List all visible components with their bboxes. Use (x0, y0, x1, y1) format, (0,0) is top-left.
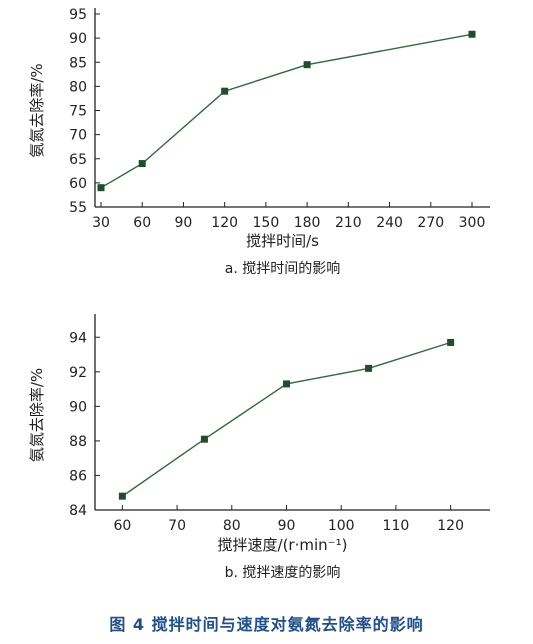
c1-x-tick-label: 30 (92, 215, 110, 231)
c1-x-tick-label: 210 (335, 215, 362, 231)
c1-x-axis-title: 搅拌时间/s (246, 232, 319, 250)
c1-x-tick-label: 120 (211, 215, 238, 231)
c1-y-tick-label: 85 (69, 55, 87, 71)
c1-x-tick-label: 150 (253, 215, 280, 231)
c1-series-line (100, 33, 473, 189)
c1-y-tick-label: 60 (69, 176, 87, 192)
c2-x-tick-label: 100 (328, 518, 355, 534)
c2-y-tick-label: 90 (69, 399, 87, 415)
c2-y-tick-label: 86 (69, 468, 87, 484)
c1-x-tick-label: 60 (133, 215, 151, 231)
c1-y-tick-label: 95 (69, 7, 87, 23)
c2-y-tick-label: 88 (69, 434, 87, 450)
c2-x-tick-label: 80 (223, 518, 241, 534)
c1-data-point (303, 61, 311, 69)
c1-x-tick-label: 240 (376, 215, 403, 231)
c1-x-tick-label: 90 (175, 215, 193, 231)
c2-data-point (365, 364, 373, 372)
c1-data-point (97, 184, 105, 192)
c1-sub-caption: a. 搅拌时间的影响 (225, 261, 340, 277)
c2-data-point (200, 435, 208, 443)
c1-x-tick-label: 300 (459, 215, 486, 231)
c1-x-tick-label: 270 (417, 215, 444, 231)
c2-x-tick-label: 90 (278, 518, 296, 534)
c2-data-point (118, 492, 126, 500)
chart-stirring-speed: 84 86 88 90 92 94 60 70 80 90 100 110 120 搅拌速度/(r·min… (28, 314, 490, 581)
c2-y-axis-title: 氨氮去除率/% (28, 368, 46, 462)
c1-y-tick-label: 80 (69, 79, 87, 95)
c2-data-point (283, 380, 290, 388)
c1-x-tick-label: 180 (294, 215, 321, 231)
c1-y-tick-label: 75 (69, 104, 87, 120)
c1-y-tick-label: 55 (69, 200, 87, 216)
c2-y-tick-label: 92 (69, 365, 87, 381)
c1-y-tick-label: 65 (69, 152, 87, 168)
c2-x-axis-title: 搅拌速度/(r·min⁻¹) (218, 536, 348, 554)
figure-caption: 图 4 搅拌时间与速度对氨氮去除率的影响 (109, 615, 424, 634)
c2-data-point (447, 338, 455, 346)
c1-y-tick-label: 70 (69, 128, 87, 144)
c2-y-tick-label: 94 (69, 330, 87, 346)
c1-y-tick-label: 90 (69, 31, 87, 47)
c1-data-point (221, 87, 229, 95)
c2-x-tick-label: 70 (168, 518, 186, 534)
c1-data-point (468, 30, 476, 38)
c2-sub-caption: b. 搅拌速度的影响 (225, 565, 341, 581)
c2-x-tick-label: 110 (383, 518, 410, 534)
chart-stirring-time: 55 60 65 70 75 80 85 90 95 30 60 90 120 150 180 210 240 2… (28, 7, 490, 277)
c2-x-tick-label: 120 (437, 518, 464, 534)
c1-y-axis-title: 氨氮去除率/% (28, 63, 46, 157)
c2-y-tick-label: 84 (69, 503, 87, 519)
c1-data-point (138, 160, 146, 168)
c2-series-line (122, 341, 451, 497)
c2-x-tick-label: 60 (113, 518, 131, 534)
